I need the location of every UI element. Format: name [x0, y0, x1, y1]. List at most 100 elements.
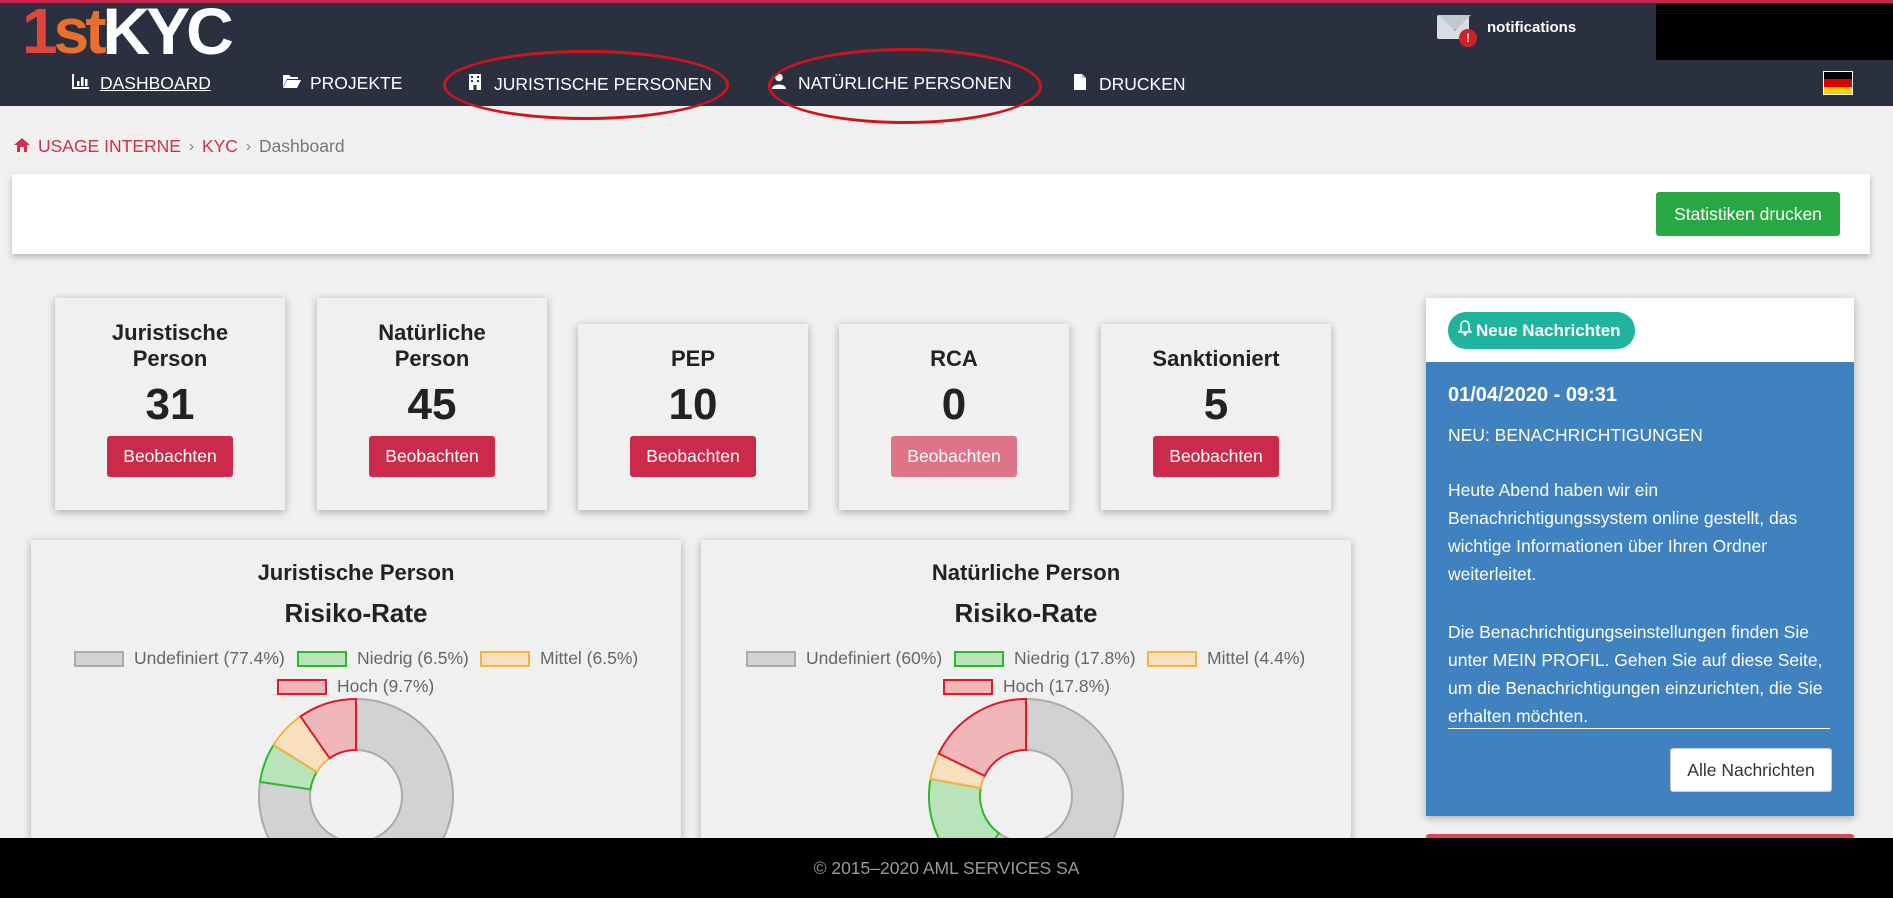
stat-title: RCA — [930, 346, 978, 371]
redacted-user-area — [1656, 3, 1893, 63]
legend-swatch — [954, 650, 1004, 667]
legend-swatch — [943, 678, 993, 695]
new-messages-badge: Neue Nachrichten — [1448, 312, 1635, 349]
legend-label: Niedrig (6.5%) — [357, 648, 469, 668]
breadcrumb-separator: › — [245, 138, 251, 155]
stat-value: 31 — [145, 380, 195, 429]
legend-item-undefiniert[interactable]: Undefiniert (77.4%) — [74, 648, 285, 669]
chart-title: Risiko-Rate — [284, 598, 428, 628]
bar-chart-icon — [72, 73, 90, 94]
message-heading: NEU: BENACHRICHTIGUNGEN — [1448, 425, 1703, 445]
stat-value: 45 — [407, 380, 457, 429]
legend-swatch — [480, 650, 530, 667]
main-nav: DASHBOARD PROJEKTE JURISTISCHE PERSONEN … — [0, 60, 1893, 106]
legend-item-niedrig[interactable]: Niedrig (17.8%) — [954, 648, 1136, 669]
nav-item-dashboard[interactable]: DASHBOARD — [72, 73, 211, 94]
stat-card-natuerliche: Natürliche Person 45 Beobachten — [317, 298, 547, 510]
stat-card-sanktioniert: Sanktioniert 5 Beobachten — [1101, 324, 1331, 510]
news-panel: Neue Nachrichten 01/04/2020 - 09:31 NEU:… — [1426, 298, 1854, 816]
observe-button[interactable]: Beobachten — [630, 436, 756, 477]
badge-label: Neue Nachrichten — [1476, 320, 1621, 340]
stat-value: 5 — [1203, 380, 1229, 429]
chart-title: Risiko-Rate — [954, 598, 1098, 628]
observe-button-disabled: Beobachten — [891, 436, 1017, 477]
flag-stripe-black — [1824, 72, 1852, 80]
legend-label: Hoch (9.7%) — [337, 676, 435, 696]
all-messages-button[interactable]: Alle Nachrichten — [1670, 748, 1832, 792]
building-icon — [466, 73, 484, 96]
breadcrumb-section[interactable]: KYC — [201, 136, 238, 156]
legend-label: Undefiniert (60%) — [806, 648, 943, 668]
legend-label: Hoch (17.8%) — [1003, 676, 1110, 696]
nav-label-drucken: DRUCKEN — [1099, 74, 1186, 94]
nav-label-dashboard: DASHBOARD — [100, 73, 211, 93]
logo-part-2: st — [53, 0, 107, 67]
legend-swatch — [297, 650, 347, 667]
observe-button[interactable]: Beobachten — [107, 436, 233, 477]
stat-value: 0 — [941, 380, 967, 429]
stat-title: PEP — [670, 346, 716, 371]
legend-label: Niedrig (17.8%) — [1014, 648, 1136, 668]
legend-swatch — [74, 650, 124, 667]
chart-subtitle: Natürliche Person — [931, 560, 1121, 585]
legend-swatch — [277, 678, 327, 695]
stat-title: Natürliche Person — [378, 320, 486, 371]
chart-subtitle: Juristische Person — [257, 560, 455, 585]
legend-swatch — [1147, 650, 1197, 667]
file-icon — [1071, 73, 1089, 96]
nav-item-drucken[interactable]: DRUCKEN — [1071, 73, 1186, 96]
message-paragraph-2: Die Benachrichtigungseinstellungen finde… — [1448, 622, 1823, 726]
german-flag-icon[interactable] — [1823, 71, 1853, 95]
logo-part-1: 1 — [22, 0, 58, 67]
breadcrumb: USAGE INTERNE › KYC › Dashboard — [14, 136, 345, 157]
legend-swatch — [746, 650, 796, 667]
donut-slice-hoch[interactable] — [299, 697, 357, 760]
print-statistics-button[interactable]: Statistiken drucken — [1656, 192, 1840, 236]
notifications-menu[interactable]: ! notifications — [1437, 15, 1577, 47]
footer: © 2015–2020 AML SERVICES SA — [0, 838, 1893, 898]
stat-card-rca: RCA 0 Beobachten — [839, 324, 1069, 510]
legend-label: Mittel (4.4%) — [1207, 648, 1306, 668]
message-body: 01/04/2020 - 09:31 NEU: BENACHRICHTIGUNG… — [1426, 362, 1854, 816]
legend-item-undefiniert[interactable]: Undefiniert (60%) — [746, 648, 942, 669]
message-divider — [1448, 728, 1830, 729]
stat-title: Sanktioniert — [1152, 346, 1280, 371]
flag-stripe-gold — [1824, 86, 1852, 94]
stat-value: 10 — [668, 380, 718, 429]
legend-item-mittel[interactable]: Mittel (4.4%) — [1147, 648, 1305, 669]
legend-item-hoch[interactable]: Hoch (17.8%) — [943, 676, 1110, 697]
envelope-alert-icon: ! — [1437, 15, 1477, 47]
copyright-text: © 2015–2020 AML SERVICES SA — [813, 857, 1080, 878]
breadcrumb-separator: › — [188, 138, 194, 155]
stat-card-pep: PEP 10 Beobachten — [578, 324, 808, 510]
nav-label-natuerliche-personen: NATÜRLICHE PERSONEN — [798, 73, 1012, 93]
breadcrumb-home[interactable]: USAGE INTERNE — [38, 136, 181, 156]
legend-item-mittel[interactable]: Mittel (6.5%) — [480, 648, 638, 669]
observe-button[interactable]: Beobachten — [369, 436, 495, 477]
notifications-label: notifications — [1487, 18, 1577, 36]
legend-item-niedrig[interactable]: Niedrig (6.5%) — [297, 648, 469, 669]
observe-button[interactable]: Beobachten — [1153, 436, 1279, 477]
flag-stripe-red — [1824, 79, 1852, 87]
donut-slice-hoch[interactable] — [937, 697, 1027, 778]
folder-open-icon — [282, 73, 301, 94]
message-date: 01/04/2020 - 09:31 — [1448, 384, 1618, 406]
nav-label-juristische-personen: JURISTISCHE PERSONEN — [494, 74, 712, 94]
nav-item-juristische-personen[interactable]: JURISTISCHE PERSONEN — [466, 73, 712, 96]
user-icon — [770, 73, 788, 94]
nav-label-projekte: PROJEKTE — [310, 73, 403, 93]
stat-title: Juristische Person — [111, 320, 229, 371]
legend-label: Mittel (6.5%) — [540, 648, 639, 668]
legend-label: Undefiniert (77.4%) — [134, 648, 285, 668]
toolbar-panel — [12, 174, 1870, 254]
breadcrumb-current: Dashboard — [258, 136, 345, 156]
nav-item-natuerliche-personen[interactable]: NATÜRLICHE PERSONEN — [770, 73, 1012, 94]
message-paragraph-1: Heute Abend haben wir ein Benachrichtigu… — [1448, 480, 1798, 584]
bell-icon — [1457, 320, 1473, 341]
home-icon[interactable] — [14, 136, 30, 157]
legend-item-hoch[interactable]: Hoch (9.7%) — [277, 676, 434, 697]
nav-item-projekte[interactable]: PROJEKTE — [282, 73, 402, 94]
logo-part-3: KYC — [102, 0, 234, 68]
